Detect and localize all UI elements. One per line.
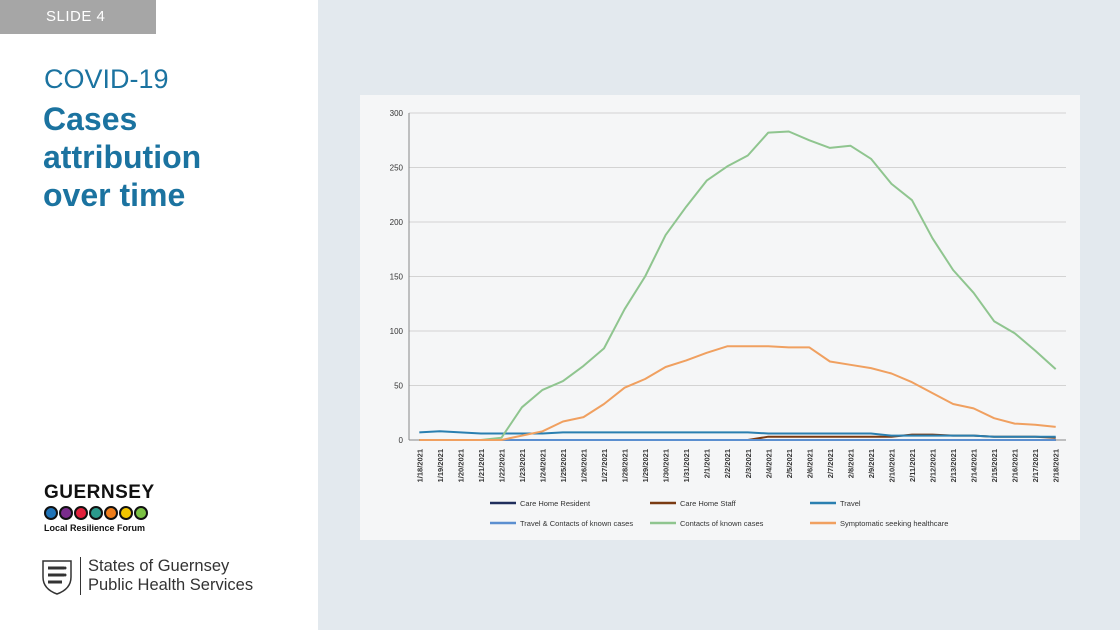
x-tick-label: 1/29/2021 — [641, 449, 650, 482]
line-chart: 0 50 100 150 200 250 300 1/18/2021 1/19/2021 1/20… — [390, 109, 1066, 528]
x-tick-label: 2/6/2021 — [805, 449, 814, 478]
legend-label: Contacts of known cases — [680, 519, 764, 528]
sog-line-1: States of Guernsey — [88, 557, 230, 575]
y-tick-label: 50 — [394, 382, 403, 391]
x-tick-label: 1/25/2021 — [559, 449, 568, 482]
x-tick-label: 2/13/2021 — [949, 449, 958, 482]
x-tick-label: 2/14/2021 — [970, 449, 979, 482]
legend-label: Travel — [840, 499, 861, 508]
legend-label: Care Home Staff — [680, 499, 737, 508]
x-tick-label: 1/30/2021 — [662, 449, 671, 482]
x-tick-label: 2/4/2021 — [764, 449, 773, 478]
x-tick-label: 1/31/2021 — [682, 449, 691, 482]
glrf-circle-icon — [44, 506, 58, 520]
x-tick-label: 2/7/2021 — [826, 449, 835, 478]
title-panel: SLIDE 4 COVID-19 Cases attribution over … — [0, 0, 318, 630]
slide-title-line-3: over time — [43, 177, 186, 213]
x-tick-label: 1/26/2021 — [580, 449, 589, 482]
slide-title: Cases attribution over time — [43, 100, 303, 214]
y-tick-label: 250 — [390, 164, 404, 173]
series-line — [419, 345, 1056, 441]
series-line — [419, 130, 1057, 441]
chart-panel: 0 50 100 150 200 250 300 1/18/2021 1/19/2021 1/20… — [360, 95, 1080, 540]
x-tick-label: 2/15/2021 — [990, 449, 999, 482]
legend-label: Symptomatic seeking healthcare — [840, 519, 948, 528]
glrf-logo-icons — [44, 506, 174, 520]
x-tick-label: 2/1/2021 — [703, 449, 712, 478]
glrf-logo-name: GUERNSEY — [44, 482, 155, 503]
sog-text: States of Guernsey Public Health Service… — [88, 557, 253, 595]
glrf-circle-icon — [119, 506, 133, 520]
x-tick-label: 2/2/2021 — [723, 449, 732, 478]
x-tick-label: 1/24/2021 — [538, 449, 547, 482]
slide-number-tab: SLIDE 4 — [0, 0, 156, 34]
y-tick-label: 100 — [390, 327, 404, 336]
x-tick-label: 2/16/2021 — [1011, 449, 1020, 482]
x-tick-label: 1/27/2021 — [600, 449, 609, 482]
glrf-circle-icon — [89, 506, 103, 520]
x-tick-label: 2/18/2021 — [1052, 449, 1061, 482]
legend-label: Care Home Resident — [520, 499, 591, 508]
x-tick-label: 1/20/2021 — [456, 449, 465, 482]
x-tick-label: 2/12/2021 — [929, 449, 938, 482]
slide-title-line-1: Cases — [43, 101, 138, 137]
x-tick-label: 1/22/2021 — [497, 449, 506, 482]
x-tick-label: 1/18/2021 — [415, 449, 424, 482]
x-tick-label: 2/11/2021 — [908, 449, 917, 482]
y-tick-label: 200 — [390, 218, 404, 227]
glrf-circle-icon — [134, 506, 148, 520]
x-tick-label: 2/5/2021 — [785, 449, 794, 478]
slide-kicker: COVID-19 — [44, 64, 169, 94]
logo-divider — [80, 557, 81, 595]
y-tick-label: 0 — [399, 436, 404, 445]
y-tick-label: 300 — [390, 109, 404, 118]
glrf-circle-icon — [74, 506, 88, 520]
x-tick-label: 2/10/2021 — [887, 449, 896, 482]
crest-icon — [42, 560, 72, 595]
x-tick-label: 1/23/2021 — [518, 449, 527, 482]
states-of-guernsey-logo: States of Guernsey Public Health Service… — [40, 557, 253, 595]
series-line — [419, 430, 1056, 438]
x-tick-label: 2/9/2021 — [867, 449, 876, 478]
sog-line-2: Public Health Services — [88, 576, 254, 594]
x-tick-label: 2/8/2021 — [846, 449, 855, 478]
slide-title-line-2: attribution — [43, 139, 202, 175]
x-tick-label: 2/3/2021 — [744, 449, 753, 478]
x-tick-label: 1/19/2021 — [436, 449, 445, 482]
glrf-circle-icon — [104, 506, 118, 520]
glrf-logo-subtitle: Local Resilience Forum — [44, 523, 146, 533]
x-tick-label: 1/28/2021 — [621, 449, 630, 482]
glrf-circle-icon — [59, 506, 73, 520]
x-tick-label: 2/17/2021 — [1031, 449, 1040, 482]
glrf-logo: GUERNSEY Local Resilience Forum — [44, 482, 174, 533]
x-tick-label: 1/21/2021 — [477, 449, 486, 482]
y-tick-label: 150 — [390, 273, 404, 282]
legend-label: Travel & Contacts of known cases — [520, 519, 633, 528]
